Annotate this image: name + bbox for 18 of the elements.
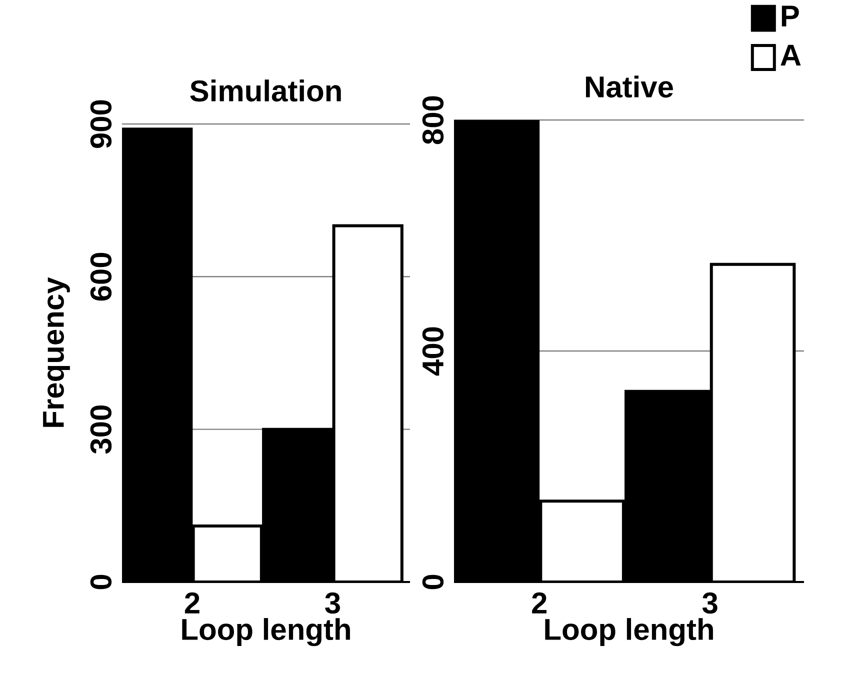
- x-axis-title: Loop length: [545, 618, 713, 646]
- y-tick-label: 300: [90, 406, 112, 454]
- y-tick-label: 800: [422, 96, 444, 144]
- y-tick-label: 0: [422, 574, 444, 590]
- x-tick-label: 3: [702, 592, 718, 614]
- y-tick-label: 400: [422, 327, 444, 376]
- x-tick-label: 2: [184, 592, 200, 614]
- y-tick-label: 600: [90, 252, 112, 301]
- legend-label: P: [782, 6, 799, 26]
- legend-label: A: [780, 44, 801, 66]
- chart-title: Simulation: [190, 80, 341, 102]
- x-axis-title: Loop length: [182, 618, 350, 646]
- x-tick-label: 3: [325, 592, 340, 614]
- y-tick-label: 0: [90, 574, 112, 590]
- chart-title: Native: [586, 76, 673, 98]
- y-tick-label: 900: [90, 100, 112, 148]
- y-axis-title: Frequency: [43, 277, 70, 427]
- x-tick-label: 2: [532, 592, 546, 614]
